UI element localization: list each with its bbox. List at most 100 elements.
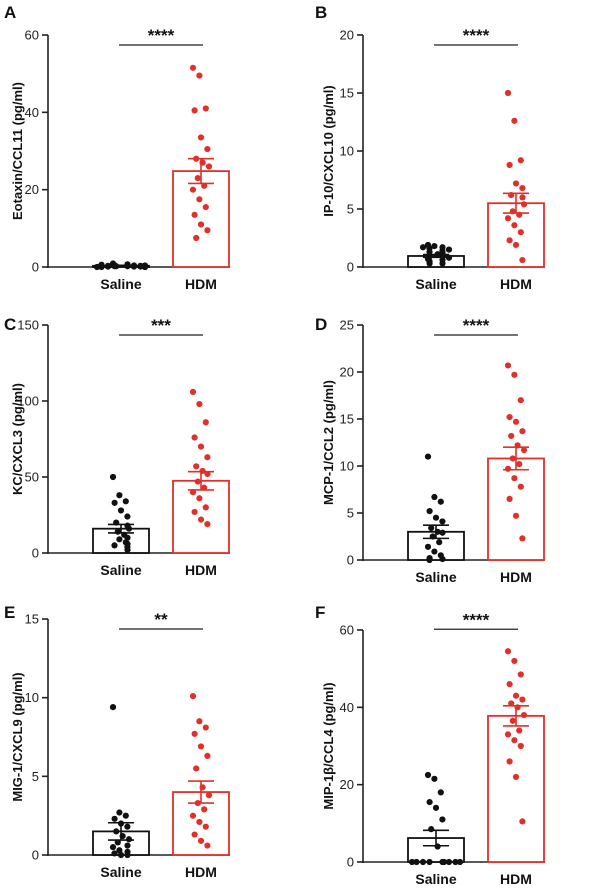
data-point xyxy=(428,524,435,532)
data-point xyxy=(202,724,209,731)
y-tick-label: 15 xyxy=(340,86,354,101)
data-point xyxy=(202,504,209,511)
data-point xyxy=(202,823,209,830)
data-point xyxy=(424,543,432,550)
data-point xyxy=(124,842,131,849)
data-point xyxy=(519,194,526,201)
data-point xyxy=(519,428,526,435)
data-point xyxy=(413,858,420,866)
y-axis-label: MIG-1/CXCL9 (pg/ml) xyxy=(10,672,25,801)
data-point xyxy=(431,775,438,782)
data-point xyxy=(504,465,512,472)
data-point xyxy=(196,495,203,502)
data-point xyxy=(196,72,203,79)
y-tick-label: 150 xyxy=(17,318,39,333)
data-point xyxy=(191,508,198,516)
x-category-label: Saline xyxy=(415,569,456,585)
data-point xyxy=(512,418,520,425)
y-tick-label: 40 xyxy=(340,700,354,715)
x-category-label: Saline xyxy=(100,562,141,578)
data-point xyxy=(504,731,512,738)
data-point xyxy=(205,163,213,170)
data-point xyxy=(116,809,123,816)
data-point xyxy=(519,256,526,264)
data-point xyxy=(204,842,211,849)
y-tick-label: 0 xyxy=(347,553,354,568)
bar-hdm xyxy=(172,170,230,268)
data-point xyxy=(205,792,213,799)
x-category-label: HDM xyxy=(185,864,217,880)
significance-label: **** xyxy=(463,610,490,629)
data-point xyxy=(204,752,211,759)
x-category-label: Saline xyxy=(415,871,456,887)
data-point xyxy=(511,222,518,229)
y-axis-label: MIP-1β/CCL4 (pg/ml) xyxy=(321,682,336,809)
y-axis-label: IP-10/CXCL10 (pg/ml) xyxy=(321,85,336,216)
panel-letter: B xyxy=(315,3,327,22)
data-point xyxy=(504,362,512,369)
data-point xyxy=(114,528,121,535)
panel-letter: D xyxy=(315,315,327,334)
data-point xyxy=(114,839,121,846)
data-point xyxy=(191,107,198,114)
y-tick-label: 100 xyxy=(17,394,39,409)
x-category-label: HDM xyxy=(500,569,532,585)
data-point xyxy=(506,681,513,688)
data-point xyxy=(520,711,528,719)
x-category-label: HDM xyxy=(185,562,217,578)
data-point xyxy=(111,850,118,857)
data-point xyxy=(432,514,440,521)
data-point xyxy=(111,542,118,549)
data-point xyxy=(437,498,444,505)
data-point xyxy=(506,495,513,502)
x-category-label: HDM xyxy=(500,871,532,887)
data-point xyxy=(197,221,205,228)
data-point xyxy=(439,518,446,525)
panel-e: E 0 5 10 15 MIG-1/CXCL9 (pg/ml) Saline HDM ** xyxy=(4,603,230,880)
y-tick-label: 5 xyxy=(347,202,354,217)
data-point xyxy=(508,432,515,440)
panel-letter: C xyxy=(4,315,16,334)
y-axis-label: Eotaxin/CCL11 (pg/ml) xyxy=(10,82,25,220)
bar-hdm xyxy=(487,457,545,561)
data-point xyxy=(426,556,433,564)
data-point xyxy=(124,851,131,859)
data-point xyxy=(506,161,513,169)
data-point xyxy=(116,847,123,854)
data-point xyxy=(109,704,117,711)
data-point xyxy=(512,773,520,781)
data-point xyxy=(189,812,197,819)
y-tick-label: 20 xyxy=(340,365,354,380)
data-point xyxy=(113,828,120,835)
panel-f: F 0 20 40 60 MIP-1β/CCL4 (pg/ml) Saline HDM **** xyxy=(315,603,545,887)
y-tick-label: 25 xyxy=(340,318,354,333)
data-point xyxy=(445,858,453,866)
data-point xyxy=(511,737,518,744)
data-point xyxy=(511,117,518,124)
significance-label: **** xyxy=(463,26,490,45)
data-point xyxy=(202,203,209,211)
data-point xyxy=(519,185,526,192)
data-point xyxy=(204,521,211,528)
data-point xyxy=(506,237,513,244)
y-tick-label: 10 xyxy=(340,144,354,159)
data-point xyxy=(111,499,118,506)
y-tick-label: 10 xyxy=(340,459,354,474)
data-point xyxy=(191,730,198,737)
y-tick-label: 40 xyxy=(25,105,39,120)
data-point xyxy=(426,798,433,806)
data-point xyxy=(426,858,433,866)
data-point xyxy=(189,388,197,395)
y-tick-label: 0 xyxy=(32,848,39,863)
data-point xyxy=(194,478,201,485)
data-point xyxy=(191,831,198,838)
data-point xyxy=(116,492,123,499)
data-point xyxy=(517,397,524,404)
data-point xyxy=(424,453,432,460)
data-point xyxy=(124,513,131,520)
data-point xyxy=(197,743,205,750)
significance-label: **** xyxy=(148,26,175,45)
data-point xyxy=(506,758,513,765)
bar-saline xyxy=(407,530,465,561)
